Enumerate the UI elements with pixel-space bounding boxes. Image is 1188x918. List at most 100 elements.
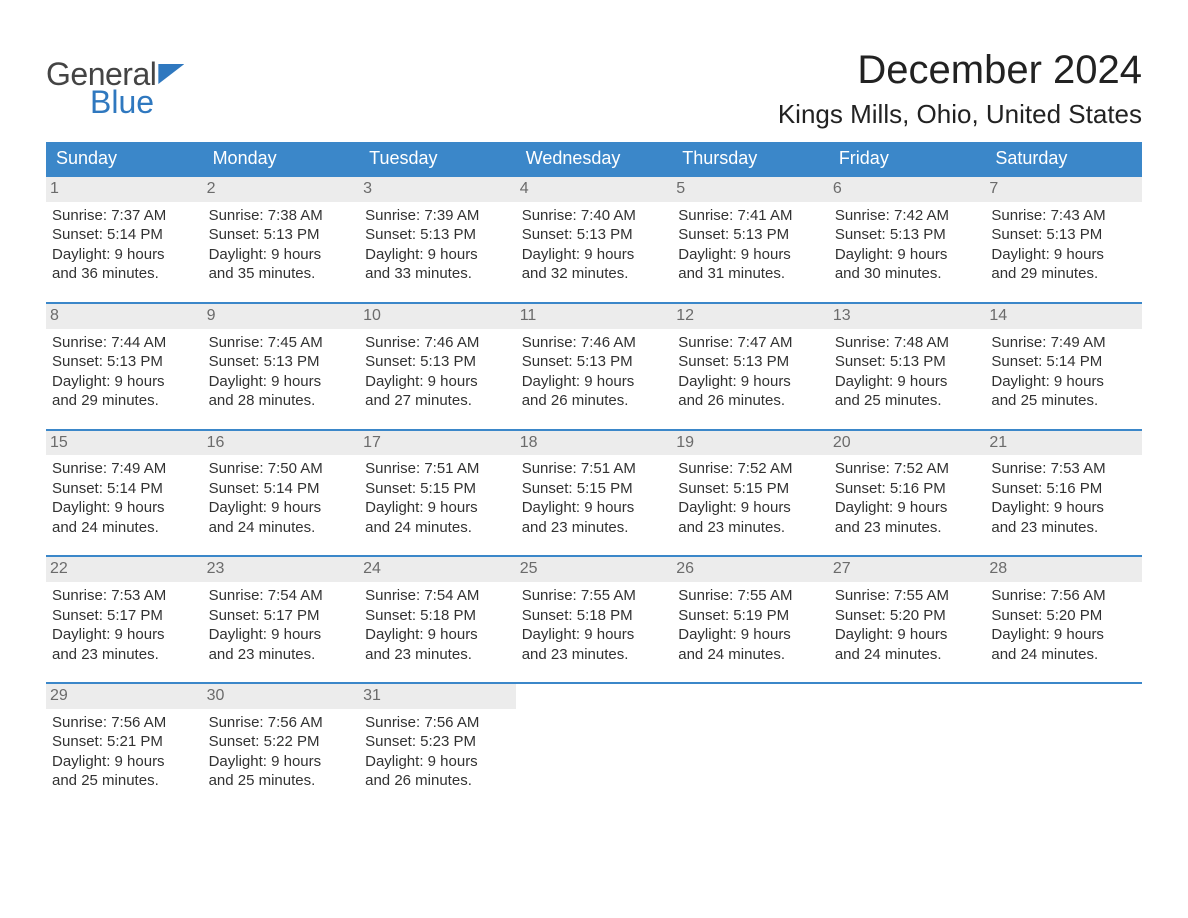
- sunset-line: Sunset: 5:19 PM: [678, 606, 823, 626]
- daylight-line-2: and 25 minutes.: [835, 391, 980, 411]
- daylight-line-1: Daylight: 9 hours: [991, 245, 1136, 265]
- calendar-cell: 13Sunrise: 7:48 AMSunset: 5:13 PMDayligh…: [829, 303, 986, 430]
- calendar-cell: 23Sunrise: 7:54 AMSunset: 5:17 PMDayligh…: [203, 556, 360, 683]
- calendar-cell: 10Sunrise: 7:46 AMSunset: 5:13 PMDayligh…: [359, 303, 516, 430]
- sunrise-line: Sunrise: 7:50 AM: [209, 459, 354, 479]
- sunset-line: Sunset: 5:15 PM: [522, 479, 667, 499]
- sunset-line: Sunset: 5:20 PM: [991, 606, 1136, 626]
- day-number: 15: [46, 431, 203, 456]
- sunset-line: Sunset: 5:20 PM: [835, 606, 980, 626]
- daylight-line-2: and 32 minutes.: [522, 264, 667, 284]
- daylight-line-1: Daylight: 9 hours: [52, 625, 197, 645]
- sunset-line: Sunset: 5:13 PM: [522, 225, 667, 245]
- calendar-cell: [985, 683, 1142, 809]
- calendar-header-wednesday: Wednesday: [516, 142, 673, 176]
- sunrise-line: Sunrise: 7:53 AM: [991, 459, 1136, 479]
- calendar-cell: 16Sunrise: 7:50 AMSunset: 5:14 PMDayligh…: [203, 430, 360, 557]
- calendar-cell: 19Sunrise: 7:52 AMSunset: 5:15 PMDayligh…: [672, 430, 829, 557]
- daylight-line-2: and 23 minutes.: [991, 518, 1136, 538]
- page-subtitle: Kings Mills, Ohio, United States: [778, 99, 1142, 130]
- calendar-cell: 21Sunrise: 7:53 AMSunset: 5:16 PMDayligh…: [985, 430, 1142, 557]
- calendar-week-row: 1Sunrise: 7:37 AMSunset: 5:14 PMDaylight…: [46, 176, 1142, 303]
- daylight-line-1: Daylight: 9 hours: [678, 498, 823, 518]
- sunrise-line: Sunrise: 7:52 AM: [678, 459, 823, 479]
- calendar-week-row: 15Sunrise: 7:49 AMSunset: 5:14 PMDayligh…: [46, 430, 1142, 557]
- daylight-line-2: and 24 minutes.: [52, 518, 197, 538]
- calendar-cell: 24Sunrise: 7:54 AMSunset: 5:18 PMDayligh…: [359, 556, 516, 683]
- sunrise-line: Sunrise: 7:40 AM: [522, 206, 667, 226]
- sunrise-line: Sunrise: 7:53 AM: [52, 586, 197, 606]
- daylight-line-1: Daylight: 9 hours: [365, 498, 510, 518]
- daylight-line-2: and 28 minutes.: [209, 391, 354, 411]
- day-number: 5: [672, 177, 829, 202]
- daylight-line-1: Daylight: 9 hours: [365, 625, 510, 645]
- calendar-cell: 11Sunrise: 7:46 AMSunset: 5:13 PMDayligh…: [516, 303, 673, 430]
- sunrise-line: Sunrise: 7:54 AM: [365, 586, 510, 606]
- sunrise-line: Sunrise: 7:42 AM: [835, 206, 980, 226]
- daylight-line-1: Daylight: 9 hours: [365, 372, 510, 392]
- daylight-line-2: and 23 minutes.: [522, 518, 667, 538]
- day-number: 17: [359, 431, 516, 456]
- daylight-line-2: and 27 minutes.: [365, 391, 510, 411]
- day-number: 7: [985, 177, 1142, 202]
- logo-text-blue: Blue: [90, 86, 184, 118]
- sunset-line: Sunset: 5:14 PM: [209, 479, 354, 499]
- daylight-line-2: and 25 minutes.: [209, 771, 354, 791]
- daylight-line-2: and 36 minutes.: [52, 264, 197, 284]
- daylight-line-2: and 23 minutes.: [52, 645, 197, 665]
- sunrise-line: Sunrise: 7:45 AM: [209, 333, 354, 353]
- daylight-line-1: Daylight: 9 hours: [522, 245, 667, 265]
- daylight-line-1: Daylight: 9 hours: [835, 245, 980, 265]
- day-number: 13: [829, 304, 986, 329]
- calendar-header-tuesday: Tuesday: [359, 142, 516, 176]
- calendar-cell: 25Sunrise: 7:55 AMSunset: 5:18 PMDayligh…: [516, 556, 673, 683]
- daylight-line-1: Daylight: 9 hours: [991, 625, 1136, 645]
- day-number: 23: [203, 557, 360, 582]
- daylight-line-1: Daylight: 9 hours: [365, 245, 510, 265]
- calendar-cell: 31Sunrise: 7:56 AMSunset: 5:23 PMDayligh…: [359, 683, 516, 809]
- sunset-line: Sunset: 5:13 PM: [678, 352, 823, 372]
- sunset-line: Sunset: 5:15 PM: [365, 479, 510, 499]
- sunrise-line: Sunrise: 7:56 AM: [52, 713, 197, 733]
- daylight-line-1: Daylight: 9 hours: [678, 372, 823, 392]
- daylight-line-1: Daylight: 9 hours: [835, 498, 980, 518]
- sunrise-line: Sunrise: 7:56 AM: [365, 713, 510, 733]
- sunset-line: Sunset: 5:17 PM: [52, 606, 197, 626]
- calendar-header-thursday: Thursday: [672, 142, 829, 176]
- calendar-cell: 12Sunrise: 7:47 AMSunset: 5:13 PMDayligh…: [672, 303, 829, 430]
- sunset-line: Sunset: 5:13 PM: [365, 225, 510, 245]
- day-number: 12: [672, 304, 829, 329]
- calendar-cell: [516, 683, 673, 809]
- daylight-line-2: and 26 minutes.: [522, 391, 667, 411]
- daylight-line-2: and 29 minutes.: [991, 264, 1136, 284]
- daylight-line-1: Daylight: 9 hours: [678, 245, 823, 265]
- day-number: 27: [829, 557, 986, 582]
- sunset-line: Sunset: 5:13 PM: [52, 352, 197, 372]
- calendar-header-monday: Monday: [203, 142, 360, 176]
- daylight-line-1: Daylight: 9 hours: [522, 498, 667, 518]
- sunrise-line: Sunrise: 7:39 AM: [365, 206, 510, 226]
- daylight-line-1: Daylight: 9 hours: [209, 625, 354, 645]
- sunrise-line: Sunrise: 7:44 AM: [52, 333, 197, 353]
- daylight-line-2: and 30 minutes.: [835, 264, 980, 284]
- sunset-line: Sunset: 5:13 PM: [209, 352, 354, 372]
- sunset-line: Sunset: 5:14 PM: [52, 225, 197, 245]
- day-number: 9: [203, 304, 360, 329]
- sunrise-line: Sunrise: 7:56 AM: [209, 713, 354, 733]
- sunset-line: Sunset: 5:14 PM: [991, 352, 1136, 372]
- sunrise-line: Sunrise: 7:41 AM: [678, 206, 823, 226]
- day-number: 22: [46, 557, 203, 582]
- sunset-line: Sunset: 5:18 PM: [522, 606, 667, 626]
- sunrise-line: Sunrise: 7:38 AM: [209, 206, 354, 226]
- day-number: 29: [46, 684, 203, 709]
- daylight-line-1: Daylight: 9 hours: [678, 625, 823, 645]
- day-number: 25: [516, 557, 673, 582]
- daylight-line-1: Daylight: 9 hours: [209, 752, 354, 772]
- sunrise-line: Sunrise: 7:46 AM: [365, 333, 510, 353]
- calendar-cell: 22 Sunrise: 7:53 AMSunset: 5:17 PMDayligh…: [46, 556, 203, 683]
- sunset-line: Sunset: 5:15 PM: [678, 479, 823, 499]
- sunrise-line: Sunrise: 7:52 AM: [835, 459, 980, 479]
- calendar-cell: 18Sunrise: 7:51 AMSunset: 5:15 PMDayligh…: [516, 430, 673, 557]
- calendar-header-saturday: Saturday: [985, 142, 1142, 176]
- sunrise-line: Sunrise: 7:55 AM: [678, 586, 823, 606]
